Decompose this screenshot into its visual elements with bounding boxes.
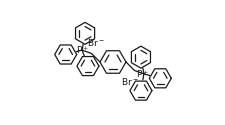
Text: Br$^-$: Br$^-$	[87, 37, 105, 48]
Text: Br$^-$: Br$^-$	[120, 76, 138, 87]
Text: P$^+$: P$^+$	[76, 44, 89, 56]
Text: P$^+$: P$^+$	[136, 68, 149, 80]
